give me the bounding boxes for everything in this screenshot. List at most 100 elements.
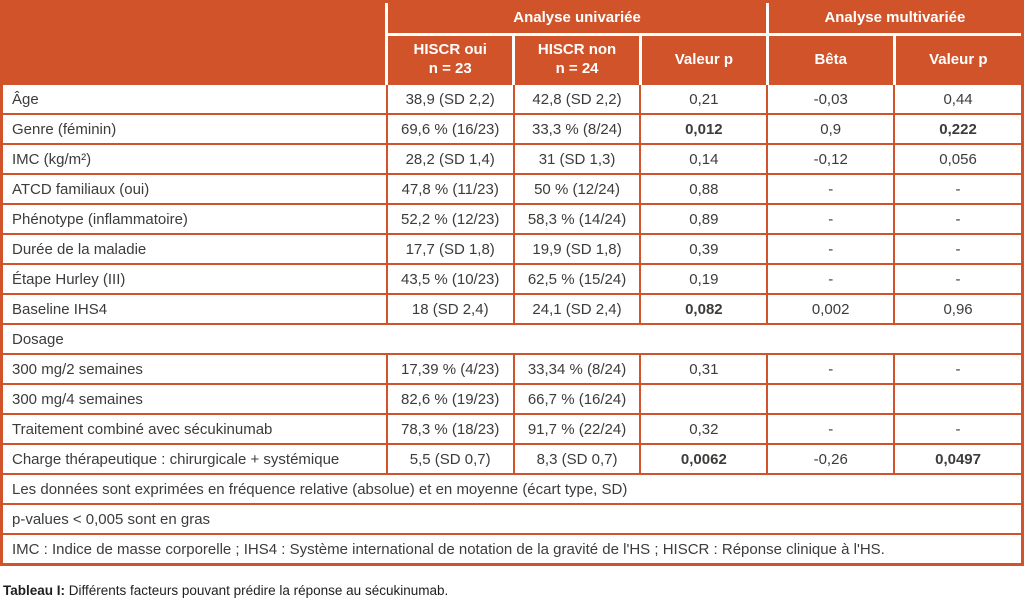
table-caption-text: Différents facteurs pouvant prédire la r…: [65, 583, 449, 598]
cell-pvalue-uni: 0,0062: [639, 443, 768, 474]
cell-beta: -: [766, 413, 895, 444]
cell-hiscr-no: 58,3 % (14/24): [512, 203, 641, 234]
table-row-imc: IMC (kg/m²) 28,2 (SD 1,4) 31 (SD 1,3) 0,…: [3, 143, 1021, 174]
footnote-row-abbreviations: IMC : Indice de masse corporelle ; IHS4 …: [3, 533, 1021, 563]
cell-pvalue-uni: 0,39: [639, 233, 768, 264]
cell-hiscr-no: 19,9 (SD 1,8): [512, 233, 641, 264]
cell-hiscr-no: 50 % (12/24): [512, 173, 641, 204]
cell-pvalue-uni: 0,21: [639, 83, 768, 114]
cell-pvalue-multi: -: [893, 353, 1021, 384]
table-row-phenotype: Phénotype (inflammatoire) 52,2 % (12/23)…: [3, 203, 1021, 234]
cell-beta: -: [766, 263, 895, 294]
row-label: Durée de la maladie: [3, 233, 387, 264]
cell-hiscr-yes: 47,8 % (11/23): [385, 173, 514, 204]
cell-pvalue-uni: [639, 383, 768, 414]
header-pvalue-multivariate: Valeur p: [892, 32, 1021, 84]
cell-beta: 0,9: [766, 113, 895, 144]
table-row-dosage-section: Dosage: [3, 323, 1021, 354]
cell-hiscr-no: 8,3 (SD 0,7): [512, 443, 641, 474]
cell-pvalue-multi: 0,44: [893, 83, 1021, 114]
table-row-charge-therapeutique: Charge thérapeutique : chirurgicale + sy…: [3, 443, 1021, 474]
cell-beta: -: [766, 203, 895, 234]
cell-pvalue-uni: 0,31: [639, 353, 768, 384]
row-label: Étape Hurley (III): [3, 263, 387, 294]
cell-hiscr-no: 91,7 % (22/24): [512, 413, 641, 444]
table-row-baseline-ihs4: Baseline IHS4 18 (SD 2,4) 24,1 (SD 2,4) …: [3, 293, 1021, 324]
header-corner-cell: [3, 3, 387, 84]
cell-hiscr-yes: 52,2 % (12/23): [385, 203, 514, 234]
cell-beta: [766, 383, 895, 414]
cell-hiscr-yes: 17,7 (SD 1,8): [385, 233, 514, 264]
cell-pvalue-multi: 0,222: [893, 113, 1021, 144]
table-body: Âge 38,9 (SD 2,2) 42,8 (SD 2,2) 0,21 -0,…: [3, 83, 1021, 563]
cell-pvalue-uni: 0,89: [639, 203, 768, 234]
table-caption-number: Tableau I:: [3, 583, 66, 598]
cell-pvalue-uni: 0,88: [639, 173, 768, 204]
cell-hiscr-no: 31 (SD 1,3): [512, 143, 641, 174]
header-group-multivariate: Analyse multivariée: [765, 3, 1021, 34]
cell-pvalue-uni: 0,012: [639, 113, 768, 144]
row-label: Baseline IHS4: [3, 293, 387, 324]
header-hiscr-no-line2: n = 24: [555, 60, 599, 78]
cell-beta: -0,26: [766, 443, 895, 474]
row-label: ATCD familiaux (oui): [3, 173, 387, 204]
row-label: Âge: [3, 83, 387, 114]
cell-hiscr-no: 42,8 (SD 2,2): [512, 83, 641, 114]
header-group-univariate: Analyse univariée: [385, 3, 768, 34]
cell-pvalue-multi: -: [893, 413, 1021, 444]
cell-pvalue-multi: -: [893, 233, 1021, 264]
header-hiscr-yes: HISCR oui n = 23: [385, 32, 514, 84]
results-table: Analyse univariée Analyse multivariée HI…: [3, 3, 1021, 563]
cell-hiscr-no: 66,7 % (16/24): [512, 383, 641, 414]
cell-hiscr-no: 24,1 (SD 2,4): [512, 293, 641, 324]
row-label: IMC (kg/m²): [3, 143, 387, 174]
cell-pvalue-multi: -: [893, 203, 1021, 234]
cell-hiscr-yes: 17,39 % (4/23): [385, 353, 514, 384]
table-caption: Tableau I: Différents facteurs pouvant p…: [3, 583, 1024, 598]
cell-pvalue-uni: 0,19: [639, 263, 768, 294]
table-row-300mg-4sem: 300 mg/4 semaines 82,6 % (19/23) 66,7 % …: [3, 383, 1021, 414]
cell-hiscr-yes: 43,5 % (10/23): [385, 263, 514, 294]
footnote-text: p-values < 0,005 sont en gras: [3, 503, 1021, 534]
cell-pvalue-uni: 0,32: [639, 413, 768, 444]
cell-hiscr-no: 33,3 % (8/24): [512, 113, 641, 144]
cell-hiscr-yes: 28,2 (SD 1,4): [385, 143, 514, 174]
table-row-atcd: ATCD familiaux (oui) 47,8 % (11/23) 50 %…: [3, 173, 1021, 204]
row-label: Charge thérapeutique : chirurgicale + sy…: [3, 443, 387, 474]
cell-hiscr-yes: 5,5 (SD 0,7): [385, 443, 514, 474]
footnote-text: IMC : Indice de masse corporelle ; IHS4 …: [3, 533, 1021, 563]
cell-hiscr-no: 62,5 % (15/24): [512, 263, 641, 294]
cell-pvalue-multi: [893, 383, 1021, 414]
table-row-traitement-combine: Traitement combiné avec sécukinumab 78,3…: [3, 413, 1021, 444]
cell-hiscr-yes: 82,6 % (19/23): [385, 383, 514, 414]
footnote-row-pvalues-bold: p-values < 0,005 sont en gras: [3, 503, 1021, 534]
header-hiscr-no-line1: HISCR non: [537, 41, 617, 59]
header-hiscr-yes-line2: n = 23: [428, 60, 472, 78]
table-header: Analyse univariée Analyse multivariée HI…: [3, 3, 1021, 84]
cell-beta: -: [766, 173, 895, 204]
cell-pvalue-multi: 0,0497: [893, 443, 1021, 474]
cell-beta: -0,12: [766, 143, 895, 174]
cell-pvalue-multi: 0,96: [893, 293, 1021, 324]
footnote-text: Les données sont exprimées en fréquence …: [3, 473, 1021, 504]
table-row-duree: Durée de la maladie 17,7 (SD 1,8) 19,9 (…: [3, 233, 1021, 264]
header-hiscr-no: HISCR non n = 24: [512, 32, 641, 84]
cell-pvalue-multi: 0,056: [893, 143, 1021, 174]
row-label: 300 mg/2 semaines: [3, 353, 387, 384]
footnote-row-data-format: Les données sont exprimées en fréquence …: [3, 473, 1021, 504]
header-beta: Bêta: [765, 32, 895, 84]
header-pvalue-univariate: Valeur p: [638, 32, 768, 84]
row-label: Genre (féminin): [3, 113, 387, 144]
cell-pvalue-uni: 0,082: [639, 293, 768, 324]
table-row-hurley: Étape Hurley (III) 43,5 % (10/23) 62,5 %…: [3, 263, 1021, 294]
table-row-genre: Genre (féminin) 69,6 % (16/23) 33,3 % (8…: [3, 113, 1021, 144]
cell-hiscr-no: 33,34 % (8/24): [512, 353, 641, 384]
cell-pvalue-multi: -: [893, 173, 1021, 204]
cell-hiscr-yes: 38,9 (SD 2,2): [385, 83, 514, 114]
cell-beta: -: [766, 353, 895, 384]
cell-pvalue-multi: -: [893, 263, 1021, 294]
cell-hiscr-yes: 69,6 % (16/23): [385, 113, 514, 144]
cell-hiscr-yes: 18 (SD 2,4): [385, 293, 514, 324]
table-row-age: Âge 38,9 (SD 2,2) 42,8 (SD 2,2) 0,21 -0,…: [3, 83, 1021, 114]
cell-hiscr-yes: 78,3 % (18/23): [385, 413, 514, 444]
